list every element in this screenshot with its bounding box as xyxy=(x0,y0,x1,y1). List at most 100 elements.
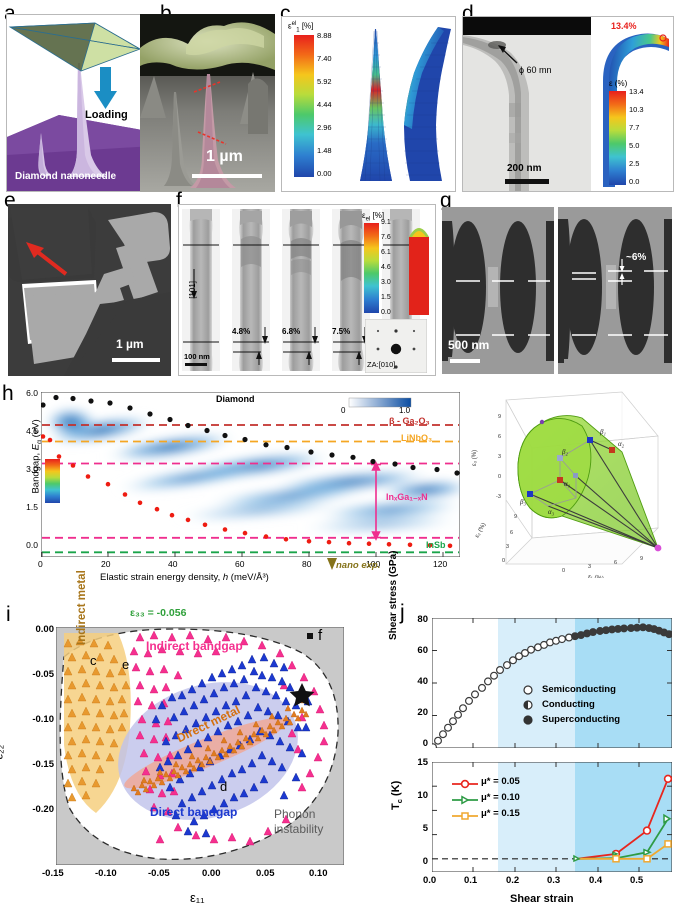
panel-j-tc-plot: μ* = 0.05 μ* = 0.10 μ* = 0.15 xyxy=(432,762,672,872)
panel-j-xlabel: Shear strain xyxy=(510,893,574,905)
panel-f-fem-strip xyxy=(409,228,429,315)
svg-text:β₃: β₃ xyxy=(519,498,526,506)
panel-i-region-label-indirect-bandgap: Indirect bandgap xyxy=(146,639,243,653)
svg-text:β₂: β₂ xyxy=(561,448,568,456)
panel-h-nanoexp-label: nano exp. xyxy=(336,560,381,571)
svg-text:6: 6 xyxy=(510,530,513,536)
panel-d-letter: d xyxy=(462,2,474,25)
panel-i-eps33-label: ε₃₃ = -0.056 xyxy=(130,607,187,619)
panel-h-yticks: 6.0 4.5 3.0 1.5 0.0 xyxy=(26,388,38,550)
panel-c-colorbar-title: εel1 [%] xyxy=(288,21,314,34)
panel-h-ref-label-linbo3: LiNbO₃ xyxy=(401,433,433,443)
cb-eps: ε xyxy=(288,21,292,31)
panel-e-scalebar-label: 1 µm xyxy=(116,337,144,351)
panel-j-legend-semiconducting: Semiconducting xyxy=(542,684,616,695)
panel-g-sem-left: 500 nm xyxy=(442,207,554,374)
svg-text:-3: -3 xyxy=(496,494,501,500)
panel-a-loading-label: Loading xyxy=(85,109,128,121)
panel-h-3d-plot: β₁ α₂ α₁ β₃ β₂ α₃ 9 6 3 0 -3 9 6 3 0 0 3 6 9 ε₃ (… xyxy=(462,388,674,578)
panel-j-top-ylabel: Shear stress (GPa) xyxy=(388,550,399,641)
panel-h-xticks: 0 20 40 60 80 100 120 xyxy=(38,559,448,569)
panel-j-legend-conducting: Conducting xyxy=(542,699,595,710)
panel-f-scalebar-label: 100 nm xyxy=(184,352,210,361)
panel-j-tc-legend-mu010: μ* = 0.10 xyxy=(481,792,520,803)
panel-j-top-yticks: 80 60 40 20 0 xyxy=(417,614,428,749)
panel-j-legend-superconducting: Superconducting xyxy=(542,714,621,725)
panel-j-stress-plot: Semiconducting Conducting Superconductin… xyxy=(432,618,672,748)
panel-f-direction-label: [101] xyxy=(188,281,197,299)
panel-j-tc-legend-mu005: μ* = 0.05 xyxy=(481,776,520,787)
panel-i-marker-c: c xyxy=(90,653,97,668)
panel-i-xlabel: ε₁₁ xyxy=(190,890,205,905)
panel-f-diffraction-label: ZA:[010] xyxy=(367,360,396,369)
panel-a: Loading Diamond nanoneedle xyxy=(6,14,154,192)
panel-d-tem-image xyxy=(463,17,591,191)
panel-f-strain-label-3: 7.5% xyxy=(332,327,351,336)
svg-text:0: 0 xyxy=(502,558,505,564)
panel-h-nanoexp-arrow-icon xyxy=(327,558,337,570)
panel-i-marker-f: f xyxy=(318,627,323,644)
panel-a-letter: a xyxy=(4,3,16,25)
panel-j-tc-legend-mu015: μ* = 0.15 xyxy=(481,808,520,819)
svg-text:β₁: β₁ xyxy=(599,428,606,436)
svg-text:ε₃ (%): ε₃ (%) xyxy=(472,450,478,466)
panel-d-scalebar-label: 200 nm xyxy=(507,163,542,174)
svg-text:9: 9 xyxy=(640,556,643,562)
panel-c-colorbar-ticks: 8.88 7.40 5.92 4.44 2.96 1.48 0.00 xyxy=(317,31,332,178)
svg-text:3: 3 xyxy=(498,454,501,460)
svg-text:α₁: α₁ xyxy=(564,480,570,488)
svg-text:9: 9 xyxy=(514,514,517,520)
panel-c-letter: c xyxy=(280,2,291,25)
panel-j-letter: j xyxy=(400,601,405,624)
panel-f-letter: f xyxy=(176,189,182,212)
panel-h-material-label: Diamond xyxy=(216,394,255,404)
panel-d-colorbar-ticks: 13.4 10.3 7.7 5.0 2.5 0.0 xyxy=(629,87,644,186)
svg-text:0: 0 xyxy=(498,474,501,480)
svg-text:3: 3 xyxy=(588,564,591,570)
panel-d-colorbar xyxy=(609,91,626,185)
panel-e-sem-image: 1 µm xyxy=(8,204,171,376)
panel-a-base-label: Diamond nanoneedle xyxy=(15,171,117,182)
panel-i-marker-d: d xyxy=(220,779,228,794)
panel-b-scalebar-label: 1 µm xyxy=(206,148,243,165)
panel-h-letter: h xyxy=(2,382,14,405)
panel-g-strain-label: ~6% xyxy=(626,252,647,263)
panel-j-xticks: 0.0 0.1 0.2 0.3 0.4 0.5 xyxy=(423,875,644,886)
panel-d-colorbar-title: ε (%) xyxy=(609,79,628,88)
panel-h-xlabel: Elastic strain energy density, h (meV/Å³… xyxy=(100,572,269,583)
panel-i-xticks: -0.15 -0.10 -0.05 0.00 0.05 0.10 xyxy=(42,868,328,879)
panel-h-ref-label-ga2o3: β - Ga₂O₃ xyxy=(389,416,430,426)
panel-d-peak-label: 13.4% xyxy=(611,21,637,31)
panel-f-diffraction-inset xyxy=(365,319,427,373)
panel-i-marker-e: e xyxy=(122,657,130,672)
panel-e-letter: e xyxy=(4,189,16,212)
panel-f-colorbar-ticks: 9.1 7.6 6.1 4.6 3.0 1.5 0.0 xyxy=(381,219,391,316)
panel-d-diameter-label: ϕ 60 mn xyxy=(519,65,552,75)
svg-text:6: 6 xyxy=(498,434,501,440)
panel-i-star-marker xyxy=(289,683,315,707)
panel-i-letter: i xyxy=(6,603,11,626)
panel-h-inset-colorbar xyxy=(45,459,60,503)
panel-i-region-label-direct-bandgap: Direct bandgap xyxy=(150,805,238,819)
panel-b-sem-image: 1 µm xyxy=(140,14,275,192)
panel-j-bottom-yticks: 15 10 5 0 xyxy=(417,757,428,867)
panel-f: [101] 100 nm 4.8% 6.8% 7.5% εel [%] 9.1 … xyxy=(178,204,436,376)
panel-d: ϕ 60 mn 200 nm 13.4% ε (%) 13.4 10.3 7.7… xyxy=(462,16,674,192)
panel-b-letter: b xyxy=(160,3,172,25)
panel-i-ylabel: ε₂₂ xyxy=(0,744,6,760)
panel-c-colorbar xyxy=(294,35,314,177)
panel-f-strain-label-1: 4.8% xyxy=(232,327,251,336)
svg-text:α₂: α₂ xyxy=(618,440,625,448)
panel-h-density-max: 1.0 xyxy=(399,406,411,415)
panel-h-density-min: 0 xyxy=(341,406,346,415)
panel-i-yticks: 0.00 -0.05 -0.10 -0.15 -0.20 xyxy=(32,624,54,815)
panel-c: εel1 [%] 8.88 7.40 5.92 4.44 2.96 1.48 0… xyxy=(281,16,456,192)
panel-g-sem-right: ~6% xyxy=(558,207,672,374)
panel-a-schematic xyxy=(7,15,153,191)
svg-text:α₃: α₃ xyxy=(548,508,555,516)
svg-text:ε₁ (%): ε₁ (%) xyxy=(588,574,604,578)
panel-f-colorbar-title: εel [%] xyxy=(362,211,385,223)
panel-c-fem-needles xyxy=(360,27,451,182)
panel-i-region-label-indirect-metal: Indirect metal xyxy=(76,570,88,645)
